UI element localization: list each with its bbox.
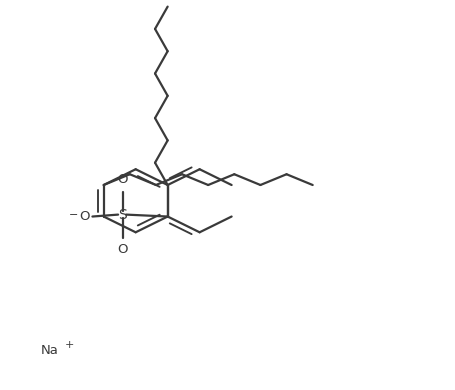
Text: O: O: [117, 173, 127, 186]
Text: Na: Na: [41, 344, 59, 357]
Text: S: S: [118, 207, 126, 222]
Text: O: O: [79, 210, 89, 223]
Text: −: −: [69, 210, 78, 220]
Text: O: O: [117, 243, 127, 256]
Text: +: +: [64, 340, 74, 350]
